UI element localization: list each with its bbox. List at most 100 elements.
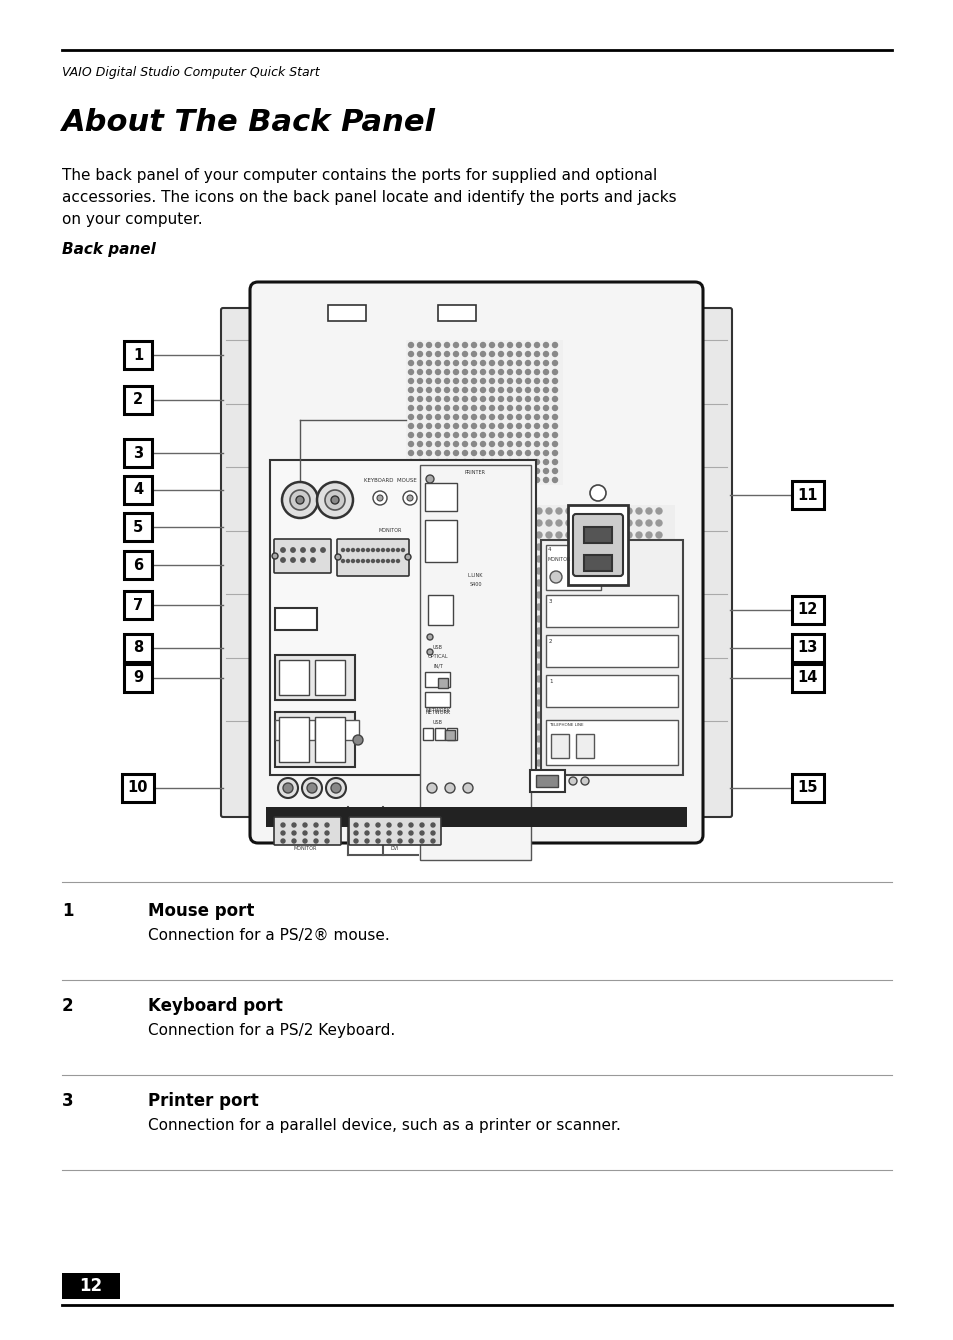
Circle shape (387, 823, 391, 827)
Circle shape (525, 592, 532, 598)
Circle shape (489, 460, 494, 465)
Circle shape (498, 343, 503, 347)
Circle shape (507, 450, 512, 456)
Circle shape (397, 831, 401, 835)
Circle shape (471, 477, 476, 482)
Circle shape (353, 736, 363, 745)
Circle shape (525, 460, 530, 465)
Circle shape (605, 641, 612, 646)
Circle shape (556, 699, 561, 706)
Circle shape (576, 520, 581, 527)
Circle shape (417, 406, 422, 410)
Circle shape (585, 653, 592, 658)
Circle shape (375, 831, 379, 835)
Circle shape (435, 450, 440, 456)
Circle shape (636, 580, 641, 586)
Circle shape (556, 641, 561, 646)
Circle shape (636, 520, 641, 527)
Circle shape (605, 592, 612, 598)
Circle shape (625, 532, 631, 537)
Circle shape (565, 532, 572, 537)
Circle shape (444, 414, 449, 419)
Text: 9: 9 (132, 670, 143, 686)
Circle shape (545, 532, 552, 537)
Circle shape (408, 414, 413, 419)
Circle shape (565, 520, 572, 527)
Bar (545, 675, 678, 708)
Circle shape (408, 370, 413, 374)
FancyBboxPatch shape (274, 817, 340, 846)
Circle shape (585, 712, 592, 718)
Bar (274, 608, 316, 630)
Text: 2: 2 (132, 393, 143, 407)
Circle shape (471, 406, 476, 410)
Circle shape (462, 360, 467, 366)
Circle shape (525, 532, 532, 537)
Circle shape (556, 568, 561, 574)
Circle shape (625, 665, 631, 670)
Circle shape (480, 343, 485, 347)
Circle shape (453, 406, 458, 410)
Circle shape (444, 783, 455, 793)
Bar (124, 634, 152, 662)
Circle shape (545, 712, 552, 718)
Circle shape (427, 634, 433, 641)
Circle shape (525, 580, 532, 586)
Circle shape (536, 508, 541, 515)
Circle shape (645, 724, 651, 730)
Text: 12: 12 (797, 603, 818, 618)
Circle shape (645, 508, 651, 515)
Circle shape (656, 736, 661, 742)
Circle shape (417, 378, 422, 383)
Circle shape (545, 616, 552, 622)
Circle shape (272, 553, 277, 559)
Circle shape (435, 414, 440, 419)
Circle shape (331, 783, 340, 793)
Circle shape (453, 433, 458, 437)
Circle shape (625, 628, 631, 634)
Circle shape (444, 460, 449, 465)
Circle shape (596, 665, 601, 670)
Circle shape (525, 378, 530, 383)
Circle shape (576, 699, 581, 706)
Circle shape (565, 544, 572, 549)
Circle shape (325, 823, 329, 827)
Circle shape (576, 653, 581, 658)
Circle shape (543, 414, 548, 419)
Circle shape (589, 485, 605, 501)
Circle shape (489, 387, 494, 393)
Circle shape (534, 450, 539, 456)
Circle shape (396, 548, 399, 552)
Circle shape (453, 423, 458, 429)
Circle shape (516, 433, 521, 437)
Circle shape (625, 736, 631, 742)
Circle shape (536, 592, 541, 598)
Circle shape (645, 687, 651, 694)
Circle shape (636, 760, 641, 766)
Circle shape (303, 831, 307, 835)
Circle shape (525, 556, 532, 561)
Circle shape (656, 724, 661, 730)
Bar (540, 540, 682, 775)
Circle shape (576, 748, 581, 754)
Circle shape (408, 423, 413, 429)
Circle shape (280, 557, 285, 563)
Circle shape (417, 433, 422, 437)
Circle shape (376, 548, 379, 552)
Circle shape (552, 378, 557, 383)
Bar (435, 728, 444, 740)
Circle shape (498, 351, 503, 356)
Circle shape (453, 414, 458, 419)
Circle shape (605, 544, 612, 549)
Circle shape (453, 378, 458, 383)
Circle shape (556, 736, 561, 742)
Circle shape (480, 423, 485, 429)
Circle shape (354, 831, 357, 835)
Circle shape (605, 616, 612, 622)
Circle shape (576, 532, 581, 537)
Circle shape (498, 370, 503, 374)
Circle shape (545, 665, 552, 670)
Bar (437, 306, 476, 322)
Bar (576, 734, 594, 758)
Circle shape (462, 441, 467, 446)
